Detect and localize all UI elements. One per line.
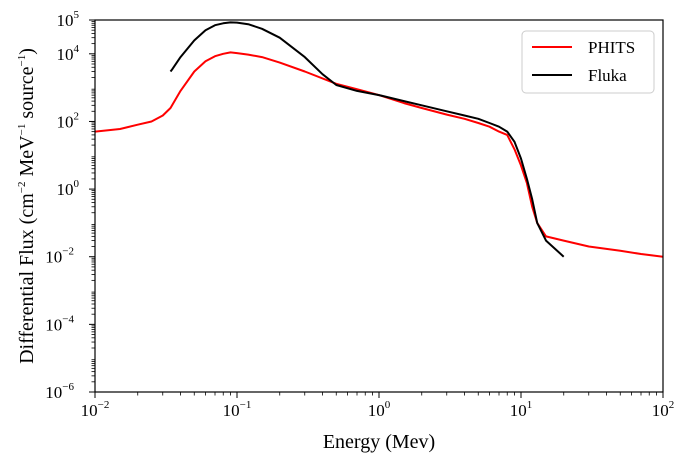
x-tick-label: 102 [652, 399, 675, 420]
y-tick-label: 100 [57, 178, 80, 199]
y-tick-label: 10−4 [45, 313, 74, 334]
series-layer [95, 21, 663, 258]
legend: PHITS Fluka [521, 30, 655, 94]
y-axis-title: Differential Flux (cm−2 MeV−1 source−1) [16, 48, 38, 364]
x-tick-label: 100 [368, 399, 391, 420]
x-axis-title: Energy (Mev) [323, 431, 435, 453]
y-tick-label: 10−2 [45, 246, 74, 267]
y-tick-label: 10−6 [45, 381, 74, 402]
x-tick-label: 10−1 [223, 399, 252, 420]
legend-label-phits: PHITS [588, 38, 635, 57]
y-tick-label: 105 [57, 9, 80, 30]
x-tick-label: 101 [510, 399, 533, 420]
legend-label-fluka: Fluka [588, 66, 627, 85]
y-tick-label: 104 [57, 43, 80, 64]
tick-layer: 10−2 10−1 100 101 102 10−6 10−4 10−2 100 102 104 10… [45, 9, 674, 420]
x-tick-label: 10−2 [81, 399, 110, 420]
y-tick-label: 102 [57, 110, 80, 131]
series-line-fluka [169, 21, 565, 258]
